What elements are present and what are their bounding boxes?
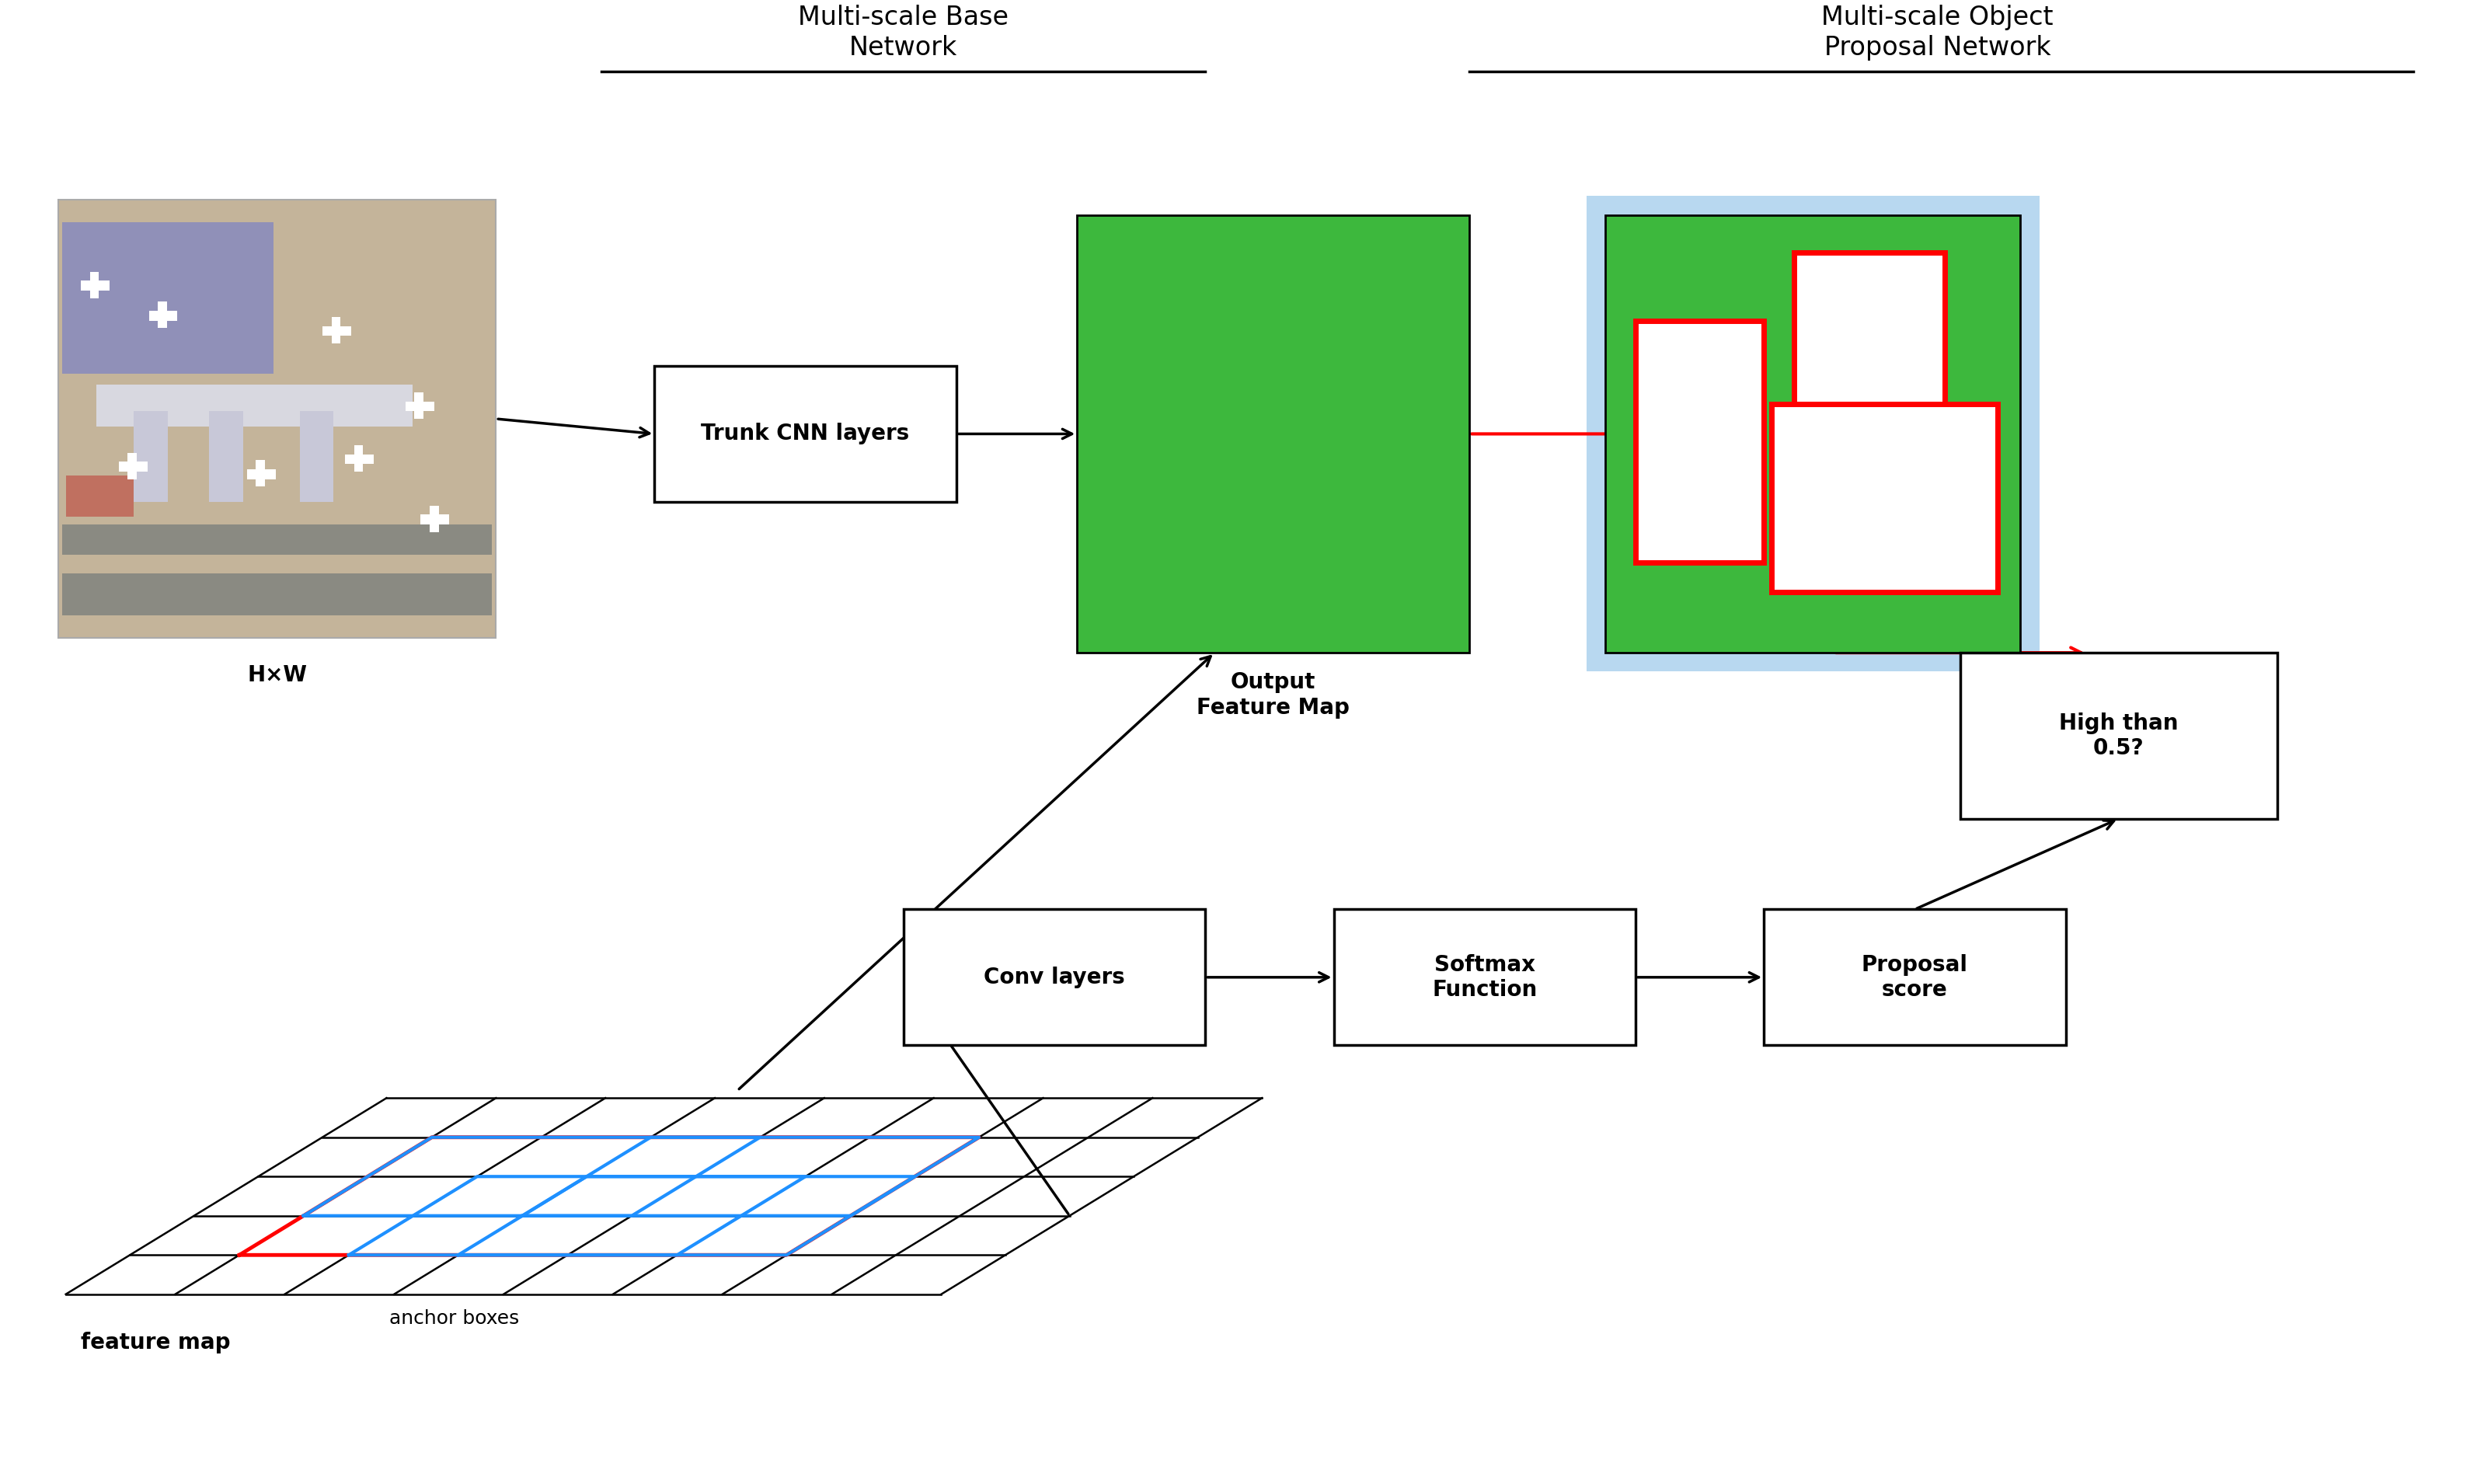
FancyBboxPatch shape <box>415 392 422 418</box>
FancyBboxPatch shape <box>62 524 492 555</box>
FancyBboxPatch shape <box>1960 653 2278 819</box>
FancyBboxPatch shape <box>330 318 340 343</box>
FancyBboxPatch shape <box>904 910 1205 1045</box>
FancyBboxPatch shape <box>430 506 440 531</box>
FancyBboxPatch shape <box>256 460 266 487</box>
Text: Trunk CNN layers: Trunk CNN layers <box>700 423 909 445</box>
FancyBboxPatch shape <box>1764 910 2067 1045</box>
Text: Proposal
score: Proposal score <box>1861 954 1967 1000</box>
Text: H×W: H×W <box>248 663 308 686</box>
FancyBboxPatch shape <box>62 573 492 614</box>
FancyBboxPatch shape <box>82 280 109 291</box>
Text: Softmax
Function: Softmax Function <box>1433 954 1538 1000</box>
FancyBboxPatch shape <box>134 411 166 502</box>
Text: Conv layers: Conv layers <box>984 966 1125 988</box>
FancyBboxPatch shape <box>119 462 147 472</box>
Text: Output
Feature Map: Output Feature Map <box>1197 672 1349 718</box>
FancyBboxPatch shape <box>62 223 273 374</box>
FancyBboxPatch shape <box>246 469 276 479</box>
FancyBboxPatch shape <box>65 475 134 516</box>
FancyBboxPatch shape <box>653 367 956 502</box>
FancyBboxPatch shape <box>89 272 99 298</box>
Text: anchor boxes: anchor boxes <box>390 1309 519 1328</box>
FancyBboxPatch shape <box>345 454 373 464</box>
FancyBboxPatch shape <box>97 384 412 426</box>
FancyBboxPatch shape <box>1587 196 2039 672</box>
FancyBboxPatch shape <box>323 326 350 335</box>
FancyBboxPatch shape <box>209 411 243 502</box>
FancyBboxPatch shape <box>1605 215 2019 653</box>
FancyBboxPatch shape <box>159 301 166 328</box>
FancyBboxPatch shape <box>1078 215 1471 653</box>
FancyBboxPatch shape <box>57 200 497 638</box>
FancyBboxPatch shape <box>420 515 450 524</box>
FancyBboxPatch shape <box>405 402 435 411</box>
FancyBboxPatch shape <box>1771 404 1997 592</box>
Text: Multi-scale Base
Network: Multi-scale Base Network <box>797 4 1009 61</box>
FancyBboxPatch shape <box>149 310 176 321</box>
FancyBboxPatch shape <box>1793 252 1945 404</box>
Text: Multi-scale Object
Proposal Network: Multi-scale Object Proposal Network <box>1821 4 2054 61</box>
FancyBboxPatch shape <box>127 453 137 479</box>
FancyBboxPatch shape <box>1634 321 1764 562</box>
FancyBboxPatch shape <box>1334 910 1634 1045</box>
Text: High than
0.5?: High than 0.5? <box>2059 712 2178 760</box>
FancyBboxPatch shape <box>355 445 363 472</box>
Text: feature map: feature map <box>82 1333 231 1353</box>
FancyBboxPatch shape <box>301 411 333 502</box>
